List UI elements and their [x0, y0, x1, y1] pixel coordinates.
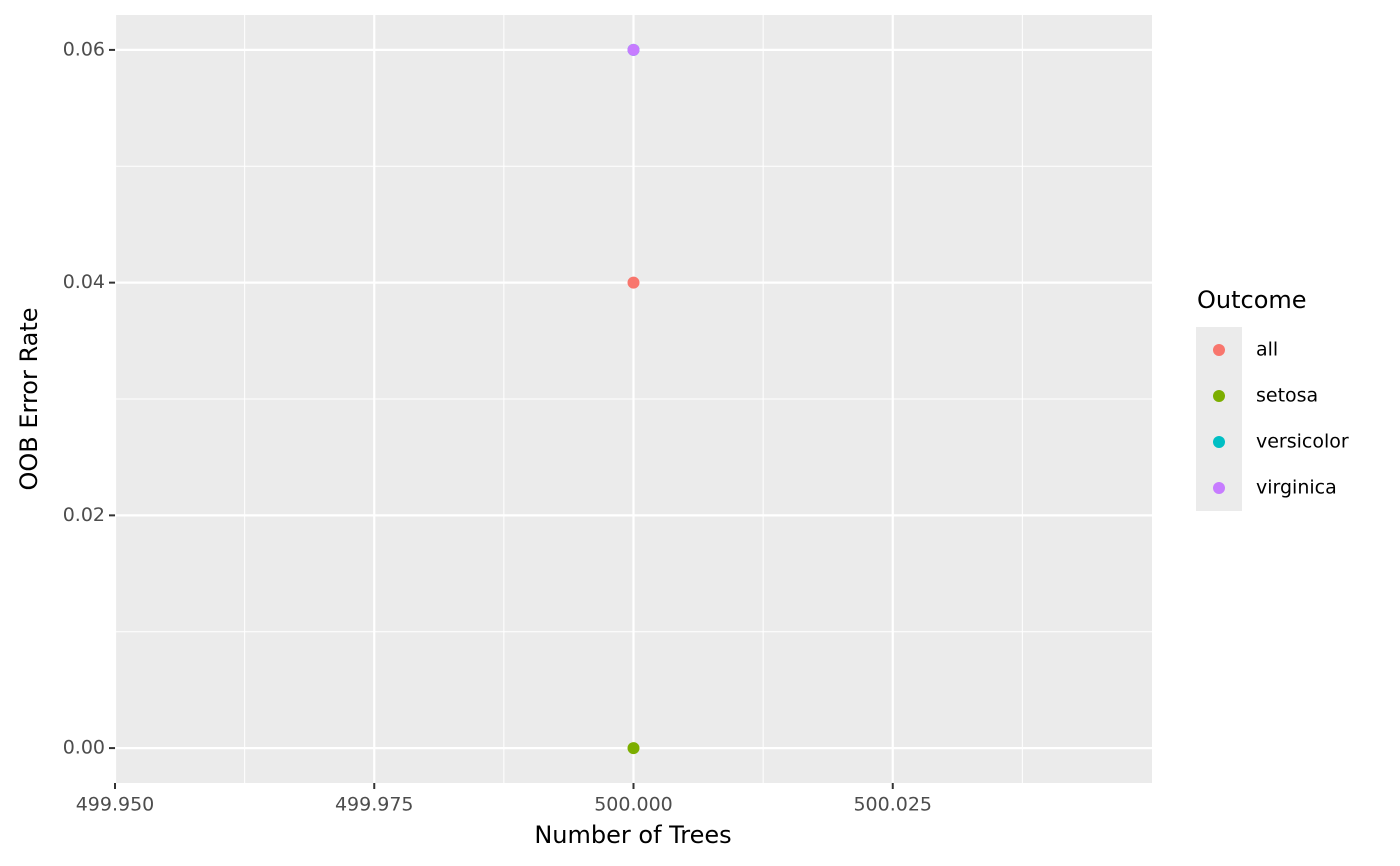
- x-tick-label: 500.000: [594, 794, 673, 816]
- x-axis-title: Number of Trees: [534, 821, 731, 849]
- legend-label: all: [1256, 339, 1278, 361]
- point: [627, 742, 640, 755]
- y-tick-label: 0.04: [63, 271, 105, 293]
- x-tick-label: 499.950: [76, 794, 155, 816]
- legend-label: virginica: [1256, 477, 1337, 499]
- x-tick-label: 500.025: [853, 794, 932, 816]
- y-axis-title: OOB Error Rate: [15, 307, 43, 490]
- y-tick-label: 0.02: [63, 504, 105, 526]
- legend-title: Outcome: [1197, 286, 1307, 314]
- y-tick-label: 0.06: [63, 38, 105, 60]
- legend-label: versicolor: [1256, 431, 1349, 453]
- x-tick-label: 499.975: [335, 794, 414, 816]
- point: [627, 43, 640, 56]
- legend-key-background: [1196, 327, 1242, 511]
- legend-marker: [1213, 390, 1225, 402]
- point: [627, 276, 640, 289]
- legend-marker: [1213, 482, 1225, 494]
- legend-label: setosa: [1256, 385, 1318, 407]
- y-tick-label: 0.00: [63, 737, 105, 759]
- legend-marker: [1213, 344, 1225, 356]
- legend-marker: [1213, 436, 1225, 448]
